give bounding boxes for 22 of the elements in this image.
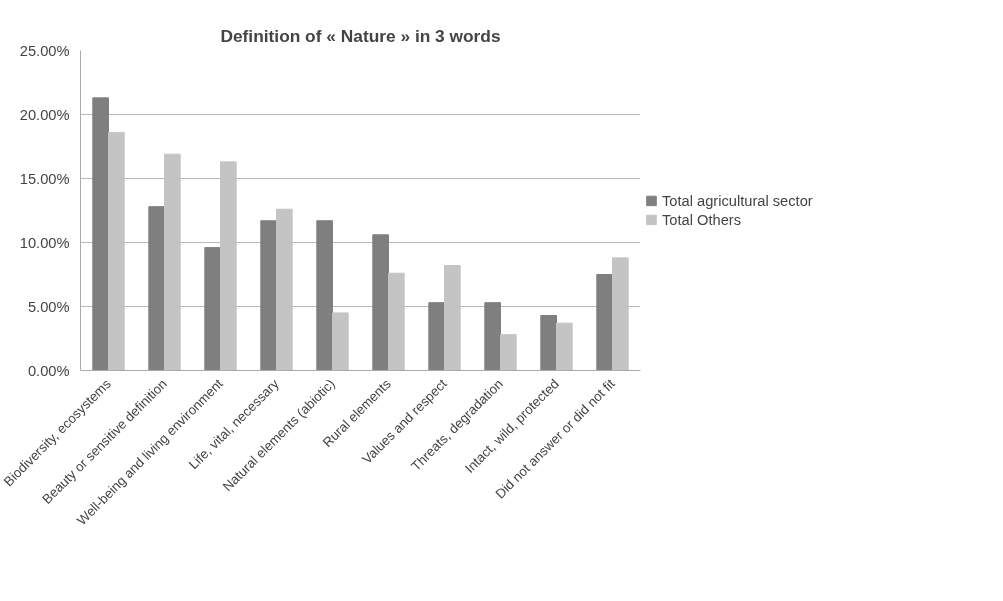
y-tick-label: 15.00% [19, 170, 70, 187]
bar [260, 220, 277, 371]
chart-title: Definition of « Nature » in 3 words [220, 25, 501, 46]
bar [428, 302, 445, 371]
bar [500, 334, 517, 371]
bar [596, 274, 613, 371]
y-tick-label: 25.00% [19, 42, 70, 59]
bar [556, 322, 573, 371]
y-tick-label: 0.00% [27, 362, 70, 379]
bar [372, 234, 389, 371]
legend-label: Total Others [662, 211, 742, 228]
bar [316, 220, 333, 371]
y-tick-label: 20.00% [19, 106, 70, 123]
bar [148, 206, 165, 371]
bar [92, 97, 109, 371]
bar [332, 312, 349, 371]
legend-label: Total agricultural sector [662, 192, 813, 209]
bar [204, 247, 221, 371]
y-tick-label: 10.00% [19, 234, 70, 251]
bar [540, 314, 557, 371]
y-tick-label: 5.00% [27, 298, 70, 315]
bar [484, 302, 501, 371]
